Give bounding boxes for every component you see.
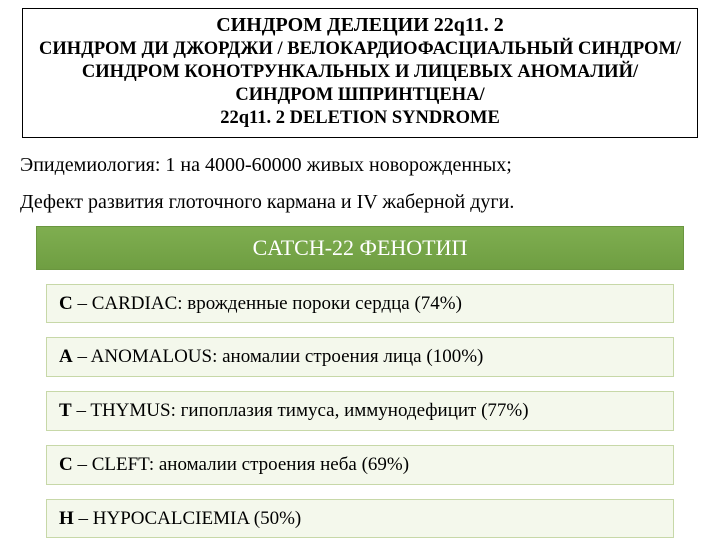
item-lead: H: [59, 508, 74, 529]
item-rest: – CARDIAC: врожденные пороки сердца (74%…: [73, 293, 462, 314]
title-subtitle: СИНДРОМ ДИ ДЖОРДЖИ / ВЕЛОКАРДИОФАСЦИАЛЬН…: [31, 38, 689, 107]
catch-item-c-cleft: C – CLEFT: аномалии строения неба (69%): [46, 445, 674, 485]
item-rest: – HYPOCALCIEMIA (50%): [74, 508, 301, 529]
slide: СИНДРОМ ДЕЛЕЦИИ 22q11. 2 СИНДРОМ ДИ ДЖОР…: [0, 0, 720, 540]
item-lead: C: [59, 454, 73, 475]
catch-item-t-thymus: T – THYMUS: гипоплазия тимуса, иммунодеф…: [46, 391, 674, 431]
phenotype-header: CATCH-22 ФЕНОТИП: [36, 226, 684, 270]
catch-item-c-cardiac: C – CARDIAC: врожденные пороки сердца (7…: [46, 284, 674, 324]
item-lead: A: [59, 346, 73, 367]
item-lead: T: [59, 400, 72, 421]
title-main: СИНДРОМ ДЕЛЕЦИИ 22q11. 2: [31, 13, 689, 38]
item-rest: – CLEFT: аномалии строения неба (69%): [73, 454, 409, 475]
title-english: 22q11. 2 DELETION SYNDROME: [31, 107, 689, 130]
defect-line: Дефект развития глоточного кармана и IV …: [20, 189, 700, 216]
catch-item-a-anomalous: A – ANOMALOUS: аномалии строения лица (1…: [46, 337, 674, 377]
catch-item-h-hypocalciemia: H – HYPOCALCIEMIA (50%): [46, 499, 674, 539]
title-box: СИНДРОМ ДЕЛЕЦИИ 22q11. 2 СИНДРОМ ДИ ДЖОР…: [22, 8, 698, 138]
item-lead: C: [59, 293, 73, 314]
item-rest: – THYMUS: гипоплазия тимуса, иммунодефиц…: [72, 400, 529, 421]
item-rest: – ANOMALOUS: аномалии строения лица (100…: [73, 346, 484, 367]
epidemiology-line: Эпидемиология: 1 на 4000-60000 живых нов…: [20, 152, 700, 179]
